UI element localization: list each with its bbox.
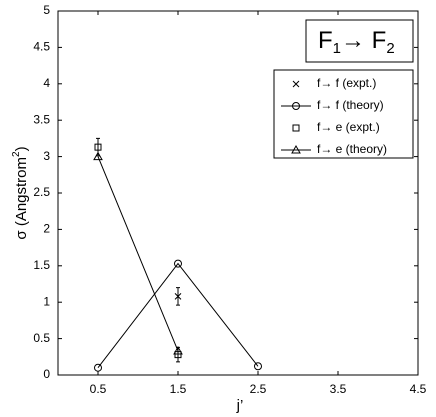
y-tick-label: 3.5 bbox=[33, 112, 50, 126]
legend-label: f→ e (expt.) bbox=[317, 120, 380, 134]
legend-label: f→ e (theory) bbox=[317, 142, 387, 156]
marker bbox=[254, 362, 262, 371]
marker bbox=[94, 363, 102, 372]
y-tick-label: 1.5 bbox=[33, 258, 50, 272]
x-tick-label: 1.5 bbox=[170, 382, 187, 396]
legend-marker bbox=[292, 102, 300, 110]
y-label-end: ) bbox=[13, 146, 30, 151]
plot-frame bbox=[57, 10, 419, 376]
x-axis-label: j’ bbox=[236, 397, 244, 414]
x-tick-label: 4.5 bbox=[410, 382, 427, 396]
series-line bbox=[97, 262, 259, 369]
marker bbox=[174, 351, 182, 359]
series-line bbox=[97, 156, 179, 352]
legend-label: f→ f (expt.) bbox=[317, 76, 376, 90]
legend-marker bbox=[291, 144, 301, 154]
marker bbox=[94, 143, 102, 151]
y-tick-label: 0 bbox=[43, 367, 50, 381]
legend-label: f→ f (theory) bbox=[317, 98, 384, 112]
marker bbox=[93, 151, 103, 161]
annotation-part: → F bbox=[341, 27, 386, 54]
y-tick-label: 1 bbox=[43, 294, 50, 308]
legend-marker bbox=[292, 124, 300, 132]
annotation-part: F bbox=[318, 27, 333, 54]
y-tick-label: 2.5 bbox=[33, 185, 50, 199]
annotation-sub: 2 bbox=[386, 40, 394, 57]
legend-marker bbox=[292, 80, 300, 88]
y-tick-label: 4.5 bbox=[33, 40, 50, 54]
y-tick-label: 2 bbox=[43, 222, 50, 236]
y-label-sup: 2 bbox=[11, 151, 22, 157]
y-axis-label: σ (Angstrom2) bbox=[11, 146, 30, 239]
y-tick-label: 0.5 bbox=[33, 331, 50, 345]
y-label-main: σ (Angstrom bbox=[13, 157, 30, 240]
annotation: F1→ F2 bbox=[318, 27, 395, 57]
y-tick-label: 3 bbox=[43, 149, 50, 163]
marker bbox=[174, 259, 182, 268]
marker bbox=[174, 293, 182, 300]
y-tick-label: 4 bbox=[43, 76, 50, 90]
x-tick-label: 2.5 bbox=[250, 382, 267, 396]
x-tick-label: 3.5 bbox=[330, 382, 347, 396]
y-tick-label: 5 bbox=[43, 3, 50, 17]
marker bbox=[173, 345, 183, 355]
annotation-sub: 1 bbox=[333, 40, 341, 57]
x-tick-label: 0.5 bbox=[90, 382, 107, 396]
annotation-box bbox=[305, 19, 414, 63]
